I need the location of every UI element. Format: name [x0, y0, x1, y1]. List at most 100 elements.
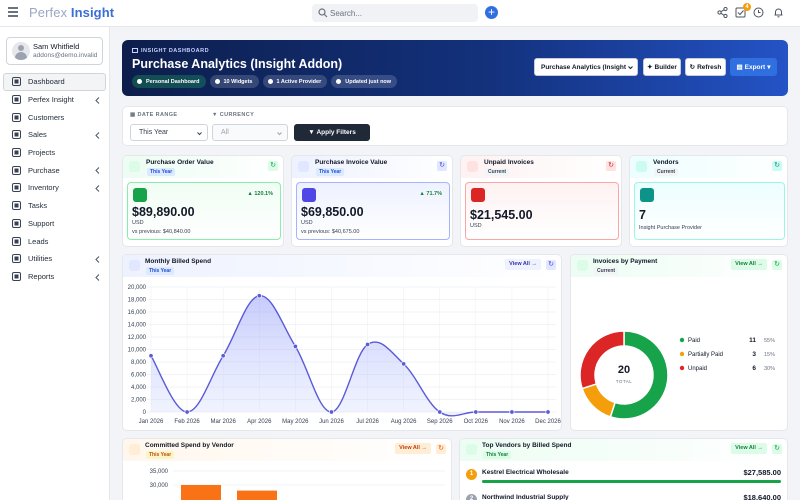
donut-total-label: TOTAL	[616, 379, 633, 384]
x-tick-label: Dec 2026	[535, 419, 561, 425]
sidebar-item-projects[interactable]: Projects	[3, 144, 106, 162]
apply-filters-button[interactable]: ▼ Apply Filters	[294, 124, 370, 141]
y-tick-label: 8,000	[131, 360, 147, 366]
stat-value: $89,890.00	[132, 205, 195, 219]
data-point[interactable]	[545, 409, 551, 415]
refresh-icon[interactable]: ↻	[606, 161, 616, 171]
vendor-row[interactable]: 2 Northwind Industrial Supply $18,640.00	[460, 490, 787, 500]
chevron-left-icon	[95, 132, 100, 139]
sidebar-item-label: Perfex Insight	[28, 95, 74, 105]
chevron-left-icon	[95, 185, 100, 192]
builder-button[interactable]: ✦ Builder	[643, 58, 681, 76]
donut-total-value: 20	[618, 364, 630, 376]
period-badge: Current	[654, 168, 679, 176]
refresh-icon[interactable]: ↻	[772, 444, 782, 454]
vendor-amount: $18,640.00	[743, 493, 781, 500]
refresh-icon[interactable]: ↻	[437, 161, 447, 171]
stat-currency: USD	[132, 220, 144, 226]
currency-select[interactable]: All	[212, 124, 288, 141]
chevron-left-icon	[95, 273, 100, 281]
search-box[interactable]	[312, 4, 478, 22]
grid-icon	[132, 48, 138, 53]
data-point[interactable]	[364, 341, 371, 348]
data-point[interactable]	[148, 353, 154, 359]
data-point[interactable]	[220, 353, 226, 359]
sidebar-item-support[interactable]: Support	[3, 215, 106, 233]
bar-chart-icon	[129, 444, 140, 455]
bar[interactable]	[181, 485, 221, 500]
sidebar-nav: Dashboard Perfex Insight Customers Sales Pro…	[3, 73, 106, 285]
refresh-button[interactable]: ↻ Refresh	[685, 58, 726, 76]
export-button[interactable]: ▤ Export ▾	[730, 58, 777, 76]
sidebar-item-reports[interactable]: Reports	[3, 268, 106, 286]
sidebar-item-label: Projects	[28, 148, 56, 158]
data-point[interactable]	[509, 409, 515, 415]
legend-swatch	[679, 337, 685, 343]
trophy-icon	[466, 444, 477, 455]
view-all-button[interactable]: View All →	[731, 443, 767, 454]
view-all-button[interactable]: View All →	[731, 259, 767, 270]
data-point[interactable]	[184, 409, 190, 415]
top-bar: Perfex Insight + 4	[0, 0, 800, 27]
tasks-icon[interactable]	[735, 7, 746, 18]
quick-create-button[interactable]: +	[485, 6, 498, 19]
chevron-down-icon	[628, 66, 633, 70]
data-point[interactable]	[473, 409, 479, 415]
data-point[interactable]	[401, 361, 407, 367]
sidebar-item-dashboard[interactable]: Dashboard	[3, 73, 106, 91]
sidebar-item-leads[interactable]: Leads	[3, 232, 106, 250]
y-tick-label: 4,000	[131, 385, 147, 391]
refresh-icon[interactable]: ↻	[546, 260, 556, 270]
bar[interactable]	[237, 490, 277, 500]
date-range-select[interactable]: This Year	[130, 124, 208, 141]
x-tick-label: Mar 2026	[211, 419, 237, 425]
bell-icon[interactable]	[773, 7, 784, 18]
refresh-icon[interactable]: ↻	[436, 444, 446, 454]
user-icon	[12, 112, 21, 122]
stat-card-purchase-invoice-value: Purchase Invoice Value This Year ↻ ▲ 71.…	[291, 155, 453, 247]
user-card[interactable]: Sam Whitfield addons@demo.invalid	[6, 37, 103, 65]
sidebar-item-tasks[interactable]: Tasks	[3, 197, 106, 215]
donut-slice-partially-paid[interactable]	[581, 383, 616, 418]
donut-slice-unpaid[interactable]	[579, 330, 625, 390]
y-tick-label: 16,000	[128, 310, 147, 316]
period-badge: This Year	[146, 267, 175, 275]
refresh-icon[interactable]: ↻	[772, 260, 782, 270]
brand-logo[interactable]: Perfex Insight	[29, 5, 115, 20]
menu-icon[interactable]	[8, 7, 18, 18]
user-email: addons@demo.invalid	[33, 52, 98, 59]
sidebar-item-perfex-insight[interactable]: Perfex Insight	[3, 91, 106, 109]
sidebar-item-inventory[interactable]: Inventory	[3, 179, 106, 197]
refresh-icon[interactable]: ↻	[268, 161, 278, 171]
bolt-icon	[12, 130, 21, 140]
view-all-button[interactable]: View All →	[395, 443, 431, 454]
cart-icon	[129, 161, 140, 172]
sidebar-item-sales[interactable]: Sales	[3, 126, 106, 144]
data-point[interactable]	[437, 409, 443, 415]
sidebar-item-utilities[interactable]: Utilities	[3, 250, 106, 268]
y-tick-label: 20,000	[128, 285, 147, 291]
clock-icon[interactable]	[753, 7, 764, 18]
users-icon	[636, 161, 647, 172]
share-icon[interactable]	[717, 7, 728, 18]
page-title: Purchase Analytics (Insight Addon)	[132, 57, 343, 71]
vendor-row[interactable]: 1 Kestrel Electrical Wholesale $27,585.00	[460, 465, 787, 489]
donut-slice-paid[interactable]	[609, 330, 669, 420]
stat-value: $69,850.00	[301, 205, 364, 219]
top-vendors-card: Top Vendors by Billed Spend This Year Vi…	[459, 438, 788, 500]
refresh-icon[interactable]: ↻	[772, 161, 782, 171]
stat-currency: USD	[301, 220, 313, 226]
data-point[interactable]	[256, 293, 262, 299]
search-icon	[318, 8, 328, 18]
dashboard-select[interactable]: Purchase Analytics (Insight	[534, 58, 638, 76]
sidebar-item-purchase[interactable]: Purchase	[3, 161, 106, 179]
legend-swatch	[679, 365, 685, 371]
data-point[interactable]	[292, 343, 298, 349]
target-icon	[12, 236, 21, 246]
search-input[interactable]	[330, 6, 470, 20]
y-tick-label: 12,000	[128, 335, 147, 341]
data-point[interactable]	[328, 409, 335, 415]
sidebar-item-customers[interactable]: Customers	[3, 108, 106, 126]
period-badge: This Year	[146, 451, 175, 459]
view-all-button[interactable]: View All →	[505, 259, 541, 270]
